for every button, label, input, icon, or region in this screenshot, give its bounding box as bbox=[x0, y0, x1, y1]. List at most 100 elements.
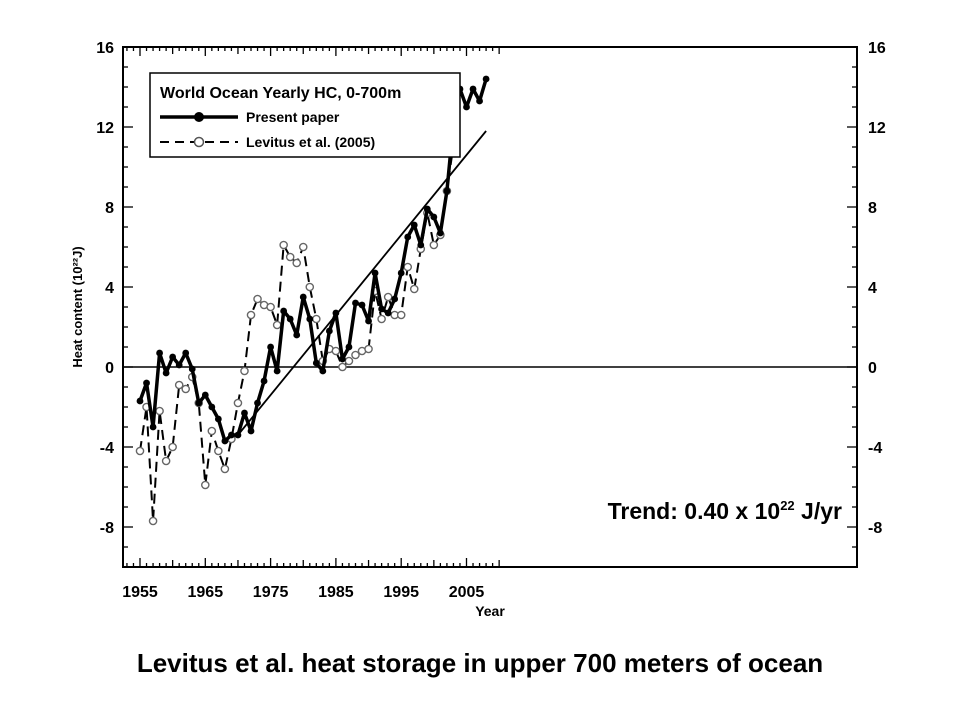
levitus-point bbox=[409, 284, 419, 294]
present-paper-point bbox=[436, 229, 444, 237]
present-paper-point bbox=[169, 353, 177, 361]
present-paper-point bbox=[299, 293, 307, 301]
present-paper-point bbox=[143, 379, 150, 387]
present-paper-point bbox=[365, 317, 372, 325]
present-paper-point bbox=[319, 367, 327, 375]
y-tick-label-left: 0 bbox=[105, 360, 114, 377]
present-paper-point bbox=[423, 205, 431, 213]
levitus-point bbox=[344, 356, 354, 366]
levitus-point bbox=[338, 362, 347, 372]
present-paper-point bbox=[391, 295, 399, 303]
levitus-point bbox=[253, 294, 262, 304]
present-paper-point bbox=[404, 233, 412, 241]
y-tick-label-left: 8 bbox=[105, 200, 114, 217]
present-paper-point bbox=[410, 221, 418, 229]
levitus-point bbox=[403, 262, 413, 272]
levitus-point bbox=[383, 292, 393, 302]
levitus-point bbox=[266, 302, 275, 312]
present-paper-point bbox=[312, 359, 320, 367]
x-tick-label: 1995 bbox=[383, 584, 419, 601]
y-tick-label-left: 4 bbox=[105, 280, 114, 297]
levitus-point bbox=[396, 310, 406, 320]
y-tick-label-right: 16 bbox=[868, 40, 886, 57]
present-paper-point bbox=[221, 437, 229, 445]
levitus-point bbox=[285, 252, 295, 262]
present-paper-point bbox=[234, 431, 242, 439]
y-tick-label-left: 12 bbox=[96, 120, 114, 137]
legend-open-marker bbox=[193, 136, 205, 148]
present-paper-point bbox=[156, 349, 163, 357]
levitus-point bbox=[292, 258, 302, 268]
levitus-point bbox=[214, 446, 223, 456]
y-tick-label-left: -4 bbox=[100, 440, 114, 457]
levitus-point bbox=[279, 240, 288, 250]
y-tick-label-right: 12 bbox=[868, 120, 886, 137]
x-tick-label: 1965 bbox=[188, 584, 224, 601]
levitus-point bbox=[240, 366, 249, 376]
y-tick-label-right: -4 bbox=[868, 440, 882, 457]
levitus-point bbox=[429, 240, 439, 250]
present-paper-point bbox=[162, 369, 170, 377]
present-paper-point bbox=[254, 399, 261, 407]
present-paper-point bbox=[358, 301, 366, 309]
present-paper-point bbox=[352, 299, 359, 307]
legend: World Ocean Yearly HC, 0-700m Present pa… bbox=[149, 72, 461, 158]
present-paper-point bbox=[443, 187, 451, 195]
levitus-point bbox=[272, 320, 282, 330]
present-paper-point bbox=[228, 431, 235, 439]
levitus-point bbox=[351, 350, 360, 360]
y-tick-label-right: -8 bbox=[868, 520, 882, 537]
present-paper-point bbox=[469, 85, 477, 93]
present-paper-point bbox=[149, 423, 157, 431]
levitus-point bbox=[148, 516, 158, 526]
bottom-minor-ticks bbox=[126, 558, 500, 567]
levitus-point bbox=[364, 344, 373, 354]
levitus-point bbox=[168, 442, 177, 452]
present-paper-point bbox=[241, 409, 248, 417]
x-tick-label: 1975 bbox=[253, 584, 289, 601]
levitus-point bbox=[233, 398, 243, 408]
present-paper-point bbox=[267, 343, 274, 351]
left-ticks bbox=[123, 46, 133, 568]
present-paper-point bbox=[182, 349, 190, 357]
legend-entry-levitus: Levitus et al. (2005) bbox=[246, 134, 375, 150]
x-tick-label: 1955 bbox=[122, 584, 158, 601]
series-layer bbox=[135, 75, 490, 526]
present-paper-point bbox=[175, 361, 183, 369]
present-paper-point bbox=[325, 327, 333, 335]
trend-annotation: Trend: 0.40 x 1022 J/yr bbox=[608, 498, 842, 524]
present-paper-point bbox=[476, 97, 483, 105]
present-paper-point bbox=[384, 309, 392, 317]
x-tick-labels: 1955 1965 1975 1985 1995 2005 bbox=[122, 584, 484, 601]
present-paper-point bbox=[208, 403, 216, 411]
levitus-point bbox=[377, 314, 386, 324]
x-tick-label: 2005 bbox=[449, 584, 485, 601]
legend-entry-present-paper: Present paper bbox=[246, 109, 340, 125]
y-tick-label-left: -8 bbox=[100, 520, 114, 537]
levitus-point bbox=[246, 310, 256, 320]
plot-frame bbox=[122, 46, 858, 568]
present-paper-point bbox=[201, 391, 209, 399]
trend-line bbox=[237, 130, 487, 436]
levitus-point bbox=[312, 314, 321, 324]
present-paper-point bbox=[332, 309, 340, 317]
y-tick-label-right: 8 bbox=[868, 200, 877, 217]
present-paper-point bbox=[188, 365, 196, 373]
present-paper-point bbox=[430, 213, 438, 221]
figure-caption: Levitus et al. heat storage in upper 700… bbox=[136, 648, 824, 678]
present-paper-point bbox=[345, 343, 353, 351]
y-tick-labels-left: -8 -4 0 4 8 12 16 bbox=[96, 40, 114, 537]
levitus-point bbox=[200, 480, 210, 490]
levitus-point bbox=[181, 384, 191, 394]
present-paper-point bbox=[378, 305, 386, 313]
x-axis-label: Year bbox=[475, 603, 505, 619]
present-paper-point bbox=[195, 399, 203, 407]
present-paper-point bbox=[397, 269, 405, 277]
present-paper-point bbox=[306, 315, 314, 323]
levitus-point bbox=[298, 242, 308, 252]
present-paper-point bbox=[339, 355, 346, 363]
levitus-point bbox=[207, 426, 217, 436]
present-paper-point bbox=[293, 331, 301, 339]
legend-solid-marker bbox=[194, 112, 204, 122]
